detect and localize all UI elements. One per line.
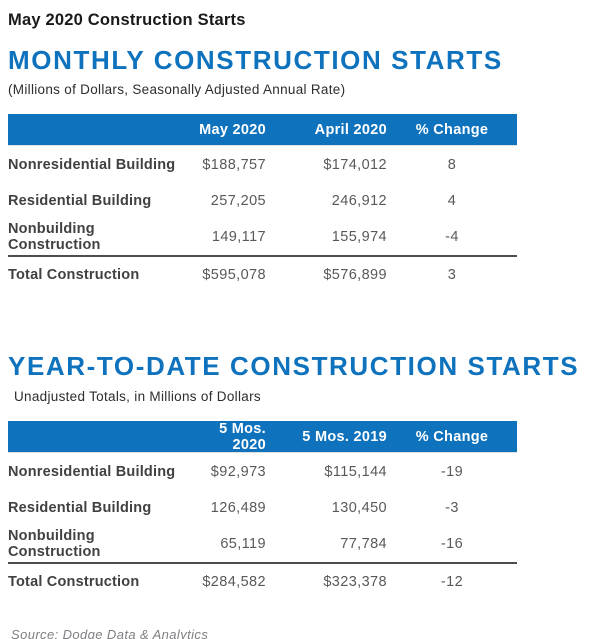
section-year-to-date: YEAR-TO-DATE CONSTRUCTION STARTS Unadjus… — [8, 353, 600, 600]
monthly-section-heading: MONTHLY CONSTRUCTION STARTS — [8, 45, 503, 75]
value-pct-change: -4 — [445, 229, 459, 245]
value-period-1: 257,205 — [210, 193, 266, 209]
value-pct-change: -12 — [440, 574, 464, 590]
col-header-period-1: May 2020 — [199, 121, 266, 138]
row-label: Residential Building — [8, 500, 152, 516]
page-title: May 2020 Construction Starts — [8, 11, 246, 29]
table-row: Residential Building 257,205 246,912 4 — [8, 183, 517, 219]
row-label: Residential Building — [8, 193, 152, 209]
table-row: Residential Building 126,489 130,450 -3 — [8, 490, 517, 526]
total-divider — [8, 255, 517, 257]
table-row: Nonresidential Building $188,757 $174,01… — [8, 147, 517, 183]
ytd-section-subheading: Unadjusted Totals, in Millions of Dollar… — [14, 389, 261, 404]
value-pct-change: 3 — [447, 267, 457, 283]
ytd-table: 5 Mos. 2020 5 Mos. 2019 % Change Nonresi… — [8, 421, 517, 600]
row-label: Nonbuilding Construction — [8, 528, 101, 560]
value-pct-change: -16 — [440, 536, 464, 552]
section-monthly: MONTHLY CONSTRUCTION STARTS (Millions of… — [8, 47, 600, 293]
value-period-1: $595,078 — [202, 267, 266, 283]
value-period-2: 246,912 — [331, 193, 387, 209]
value-period-1: 149,117 — [211, 229, 266, 245]
value-pct-change: -3 — [445, 500, 459, 516]
row-label: Nonresidential Building — [8, 464, 176, 480]
col-header-period-1: 5 Mos. 2020 — [219, 420, 266, 453]
value-period-1: $188,757 — [202, 157, 266, 173]
col-header-period-2: April 2020 — [314, 121, 387, 138]
value-period-2: $323,378 — [323, 574, 387, 590]
col-header-period-2: 5 Mos. 2019 — [302, 428, 387, 445]
value-pct-change: -19 — [440, 464, 464, 480]
value-period-1: $284,582 — [202, 574, 266, 590]
row-label: Nonresidential Building — [8, 157, 176, 173]
row-label: Total Construction — [8, 574, 140, 590]
monthly-section-subheading: (Millions of Dollars, Seasonally Adjuste… — [8, 82, 346, 97]
monthly-table: May 2020 April 2020 % Change Nonresident… — [8, 114, 517, 293]
value-period-2: 155,974 — [331, 229, 387, 245]
value-period-2: $576,899 — [323, 267, 387, 283]
total-divider — [8, 562, 517, 564]
monthly-table-header-row: May 2020 April 2020 % Change — [8, 114, 517, 145]
value-pct-change: 4 — [447, 193, 457, 209]
value-pct-change: 8 — [447, 157, 457, 173]
value-period-2: $174,012 — [323, 157, 387, 173]
value-period-2: 130,450 — [331, 500, 387, 516]
ytd-section-heading: YEAR-TO-DATE CONSTRUCTION STARTS — [8, 351, 580, 381]
row-label: Nonbuilding Construction — [8, 221, 101, 253]
source-attribution: Source: Dodge Data & Analytics — [11, 627, 209, 639]
value-period-2: 77,784 — [340, 536, 387, 552]
row-label: Total Construction — [8, 267, 140, 283]
value-period-1: 65,119 — [220, 536, 266, 552]
table-row: Nonbuilding Construction 149,117 155,974… — [8, 219, 517, 255]
total-row: Total Construction $595,078 $576,899 3 — [8, 257, 517, 293]
ytd-table-header-row: 5 Mos. 2020 5 Mos. 2019 % Change — [8, 420, 517, 453]
value-period-1: 126,489 — [210, 500, 266, 516]
value-period-2: $115,144 — [324, 464, 387, 480]
value-period-1: $92,973 — [210, 464, 266, 480]
total-row: Total Construction $284,582 $323,378 -12 — [8, 564, 517, 600]
table-row: Nonbuilding Construction 65,119 77,784 -… — [8, 526, 517, 562]
col-header-pct-change: % Change — [415, 121, 489, 138]
table-row: Nonresidential Building $92,973 $115,144… — [8, 454, 517, 490]
col-header-pct-change: % Change — [415, 428, 489, 445]
